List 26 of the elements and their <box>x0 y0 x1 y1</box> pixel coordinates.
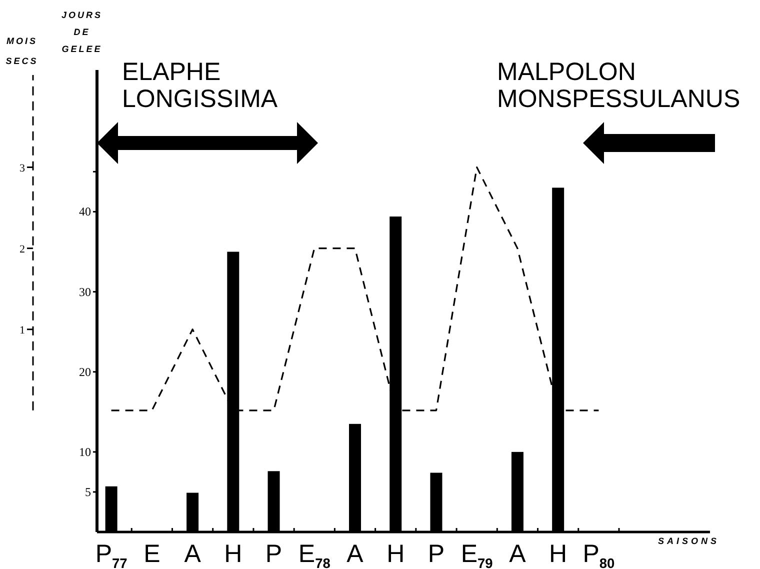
y2-tick-label: 2 <box>20 243 25 256</box>
x-tick-label: H <box>386 540 405 568</box>
x-tick-label: E$_{79}$ <box>460 540 494 569</box>
y2-axis-title: MOIS SECS <box>6 36 38 66</box>
x-tick-label: A <box>184 540 202 568</box>
annotation: MALPOLON MONSPESSULANUS <box>497 58 740 113</box>
x-tick-label: P$_{80}$ <box>582 540 616 569</box>
y-tick-label: 20 <box>79 364 91 379</box>
x-tick-label: E <box>144 540 160 568</box>
x-tick-label: P <box>428 540 445 568</box>
x-tick-label: E$_{78}$ <box>298 540 331 569</box>
x-tick-label: P$_{77}$ <box>95 540 128 569</box>
y-tick-label: 30 <box>79 284 91 299</box>
x-tick-label: A <box>346 540 364 568</box>
y-axis-title: JOURS DE GELEE <box>61 10 103 54</box>
x-tick-label: A <box>509 540 526 568</box>
x-axis-title: SAISONS <box>658 536 720 546</box>
annotation: ELAPHE LONGISSIMA <box>122 58 278 113</box>
y-tick-label: 40 <box>79 204 91 219</box>
y2-tick-label: 3 <box>20 162 26 174</box>
x-tick-label: P <box>265 540 282 568</box>
y-tick-label: 10 <box>79 444 91 459</box>
x-tick-label: H <box>224 540 242 568</box>
y2-tick-label: 1 <box>20 324 25 336</box>
x-tick-label: H <box>549 540 568 568</box>
y-tick-label: 5 <box>85 484 91 499</box>
